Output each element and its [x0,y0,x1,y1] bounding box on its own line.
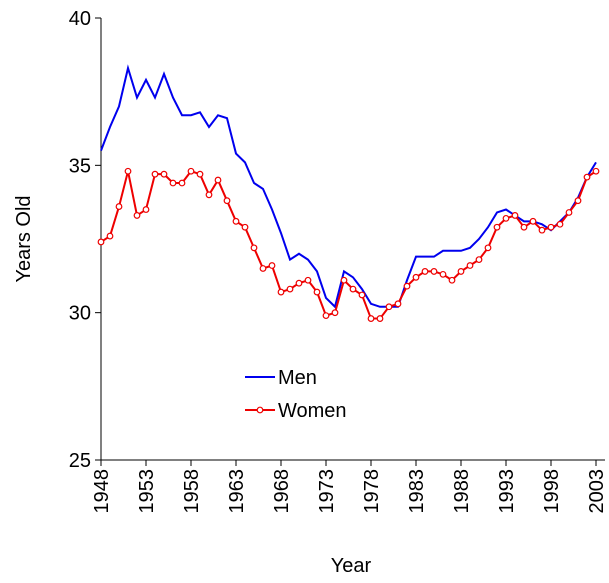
x-tick-label: 1978 [361,469,383,514]
data-point [448,276,456,284]
data-point [493,223,501,231]
data-point [142,206,150,213]
x-tick-label: 1948 [91,469,113,514]
data-point [511,212,519,219]
data-point [439,270,447,278]
x-tick-label: 1993 [496,469,518,514]
x-tick-label: 1968 [271,469,293,514]
x-tick-label: 2003 [586,469,608,514]
data-point [331,309,339,317]
data-point [115,203,123,210]
data-point [556,220,564,228]
x-tick-label: 1998 [541,469,563,514]
data-point [385,303,393,311]
data-point [151,170,159,178]
data-point [376,315,384,322]
series-line [100,64,597,309]
x-axis-label: Year [331,555,372,577]
data-point [97,238,105,246]
data-point [124,167,132,175]
data-point [187,167,195,175]
data-point [196,170,204,178]
data-point [133,212,141,219]
y-tick-label: 25 [69,450,91,472]
y-axis-label: Years Old [13,195,35,282]
data-point [313,288,321,296]
x-tick-label: 1963 [226,469,248,514]
data-point [358,291,366,299]
data-point [565,209,573,216]
data-point [367,315,375,322]
data-point [214,176,222,184]
data-point [286,285,294,293]
data-point [538,226,546,234]
data-point [457,268,465,275]
data-point [322,312,330,320]
data-point [349,285,357,293]
data-point [412,273,420,281]
data-point [250,244,258,252]
data-point [241,223,249,231]
legend-label: Women [278,400,347,422]
data-point [304,276,312,284]
y-tick-label: 40 [69,8,91,30]
data-point [421,268,429,275]
data-point [223,197,231,205]
data-point [475,256,483,264]
x-tick-label: 1988 [451,469,473,514]
data-point [178,179,186,187]
data-point [394,300,402,308]
data-point [295,279,303,287]
data-point [259,265,267,272]
data-point [583,173,591,181]
data-point [340,276,348,284]
x-tick-label: 1958 [181,469,203,514]
data-point [520,223,528,231]
x-tick-label: 1953 [136,469,158,514]
series-line [100,170,597,320]
data-point [403,282,411,290]
data-point [205,191,213,199]
y-tick-label: 35 [69,155,91,177]
data-point [268,262,276,269]
y-tick-label: 30 [69,303,91,325]
data-point [547,223,555,231]
data-point [592,167,600,175]
data-point [466,262,474,269]
data-point [106,232,114,240]
data-point [574,197,582,205]
data-point [160,170,168,178]
data-point [232,217,240,225]
data-point [502,214,510,222]
legend-label: Men [278,367,317,389]
x-tick-label: 1973 [316,469,338,514]
data-point [484,244,492,252]
x-tick-label: 1983 [406,469,428,514]
data-point [430,268,438,275]
data-point [529,217,537,225]
data-point [169,179,177,187]
legend-marker [256,406,264,414]
data-point [277,288,285,296]
